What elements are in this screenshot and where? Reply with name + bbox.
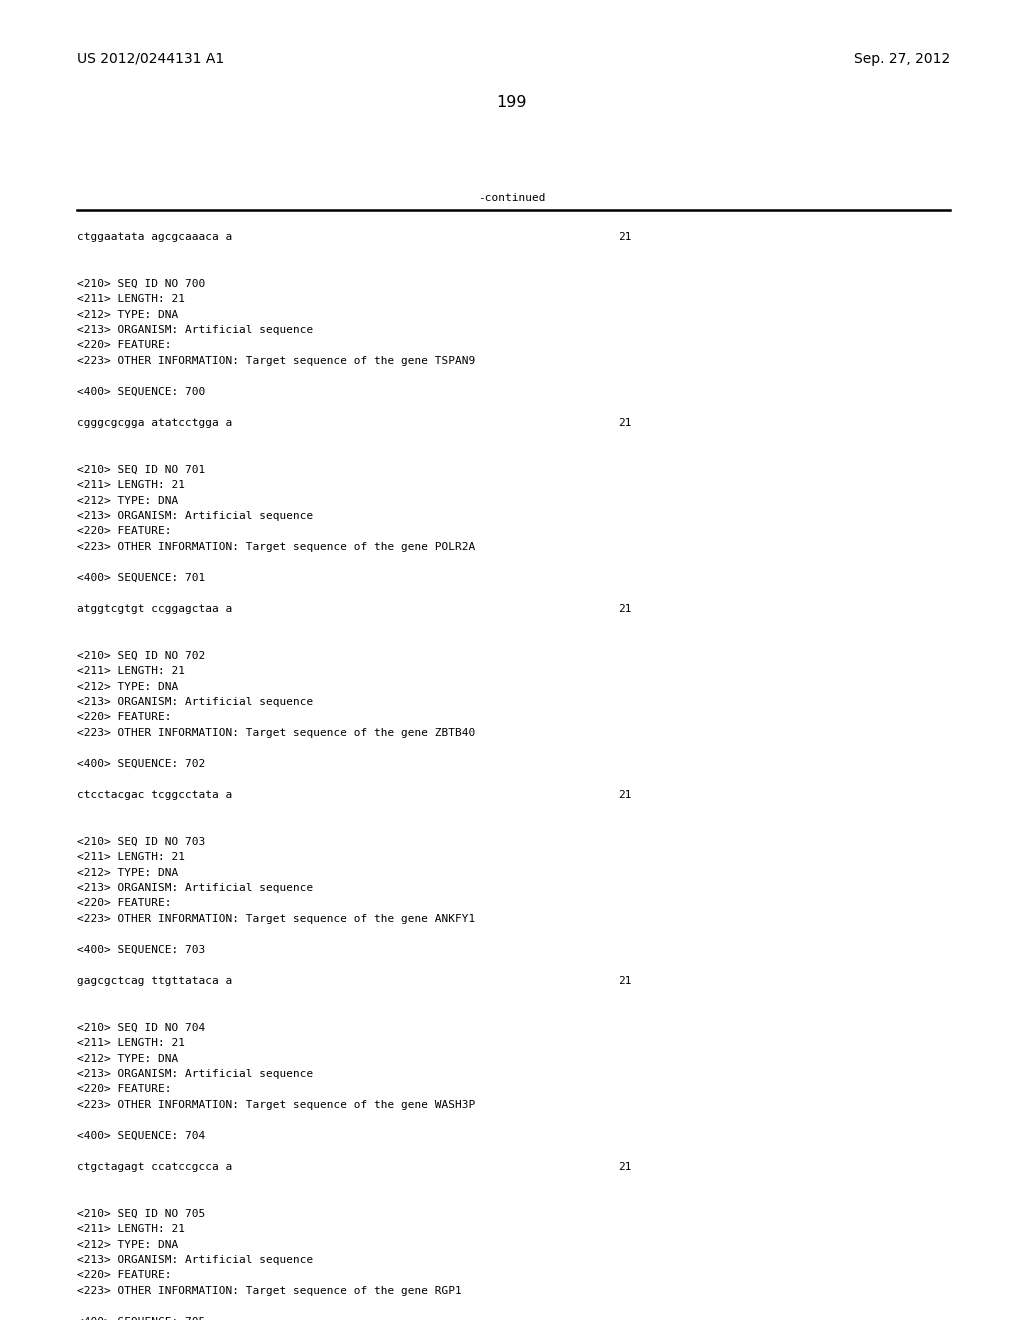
Text: <220> FEATURE:: <220> FEATURE: [77, 1085, 171, 1094]
Text: <211> LENGTH: 21: <211> LENGTH: 21 [77, 851, 185, 862]
Text: ctggaatata agcgcaaaca a: ctggaatata agcgcaaaca a [77, 232, 232, 242]
Text: <400> SEQUENCE: 703: <400> SEQUENCE: 703 [77, 945, 205, 954]
Text: <212> TYPE: DNA: <212> TYPE: DNA [77, 681, 178, 692]
Text: <210> SEQ ID NO 701: <210> SEQ ID NO 701 [77, 465, 205, 474]
Text: <220> FEATURE:: <220> FEATURE: [77, 713, 171, 722]
Text: <211> LENGTH: 21: <211> LENGTH: 21 [77, 667, 185, 676]
Text: Sep. 27, 2012: Sep. 27, 2012 [854, 51, 950, 66]
Text: <400> SEQUENCE: 702: <400> SEQUENCE: 702 [77, 759, 205, 770]
Text: 21: 21 [618, 605, 632, 614]
Text: <212> TYPE: DNA: <212> TYPE: DNA [77, 495, 178, 506]
Text: <213> ORGANISM: Artificial sequence: <213> ORGANISM: Artificial sequence [77, 325, 313, 335]
Text: <400> SEQUENCE: 700: <400> SEQUENCE: 700 [77, 387, 205, 397]
Text: ctcctacgac tcggcctata a: ctcctacgac tcggcctata a [77, 789, 232, 800]
Text: <210> SEQ ID NO 702: <210> SEQ ID NO 702 [77, 651, 205, 660]
Text: <210> SEQ ID NO 703: <210> SEQ ID NO 703 [77, 837, 205, 846]
Text: <213> ORGANISM: Artificial sequence: <213> ORGANISM: Artificial sequence [77, 883, 313, 894]
Text: <220> FEATURE:: <220> FEATURE: [77, 899, 171, 908]
Text: <400> SEQUENCE: 705: <400> SEQUENCE: 705 [77, 1317, 205, 1320]
Text: ctgctagagt ccatccgcca a: ctgctagagt ccatccgcca a [77, 1162, 232, 1172]
Text: <210> SEQ ID NO 704: <210> SEQ ID NO 704 [77, 1023, 205, 1032]
Text: <220> FEATURE:: <220> FEATURE: [77, 527, 171, 536]
Text: <223> OTHER INFORMATION: Target sequence of the gene ANKFY1: <223> OTHER INFORMATION: Target sequence… [77, 913, 475, 924]
Text: 21: 21 [618, 418, 632, 428]
Text: <210> SEQ ID NO 700: <210> SEQ ID NO 700 [77, 279, 205, 289]
Text: <213> ORGANISM: Artificial sequence: <213> ORGANISM: Artificial sequence [77, 697, 313, 708]
Text: US 2012/0244131 A1: US 2012/0244131 A1 [77, 51, 224, 66]
Text: <220> FEATURE:: <220> FEATURE: [77, 1270, 171, 1280]
Text: cgggcgcgga atatcctgga a: cgggcgcgga atatcctgga a [77, 418, 232, 428]
Text: 21: 21 [618, 1162, 632, 1172]
Text: <223> OTHER INFORMATION: Target sequence of the gene WASH3P: <223> OTHER INFORMATION: Target sequence… [77, 1100, 475, 1110]
Text: <223> OTHER INFORMATION: Target sequence of the gene POLR2A: <223> OTHER INFORMATION: Target sequence… [77, 543, 475, 552]
Text: <220> FEATURE:: <220> FEATURE: [77, 341, 171, 351]
Text: <400> SEQUENCE: 704: <400> SEQUENCE: 704 [77, 1131, 205, 1140]
Text: <223> OTHER INFORMATION: Target sequence of the gene TSPAN9: <223> OTHER INFORMATION: Target sequence… [77, 356, 475, 366]
Text: 199: 199 [497, 95, 527, 110]
Text: <213> ORGANISM: Artificial sequence: <213> ORGANISM: Artificial sequence [77, 511, 313, 521]
Text: <210> SEQ ID NO 705: <210> SEQ ID NO 705 [77, 1209, 205, 1218]
Text: 21: 21 [618, 975, 632, 986]
Text: -continued: -continued [478, 193, 546, 203]
Text: <211> LENGTH: 21: <211> LENGTH: 21 [77, 1038, 185, 1048]
Text: <213> ORGANISM: Artificial sequence: <213> ORGANISM: Artificial sequence [77, 1255, 313, 1265]
Text: <400> SEQUENCE: 701: <400> SEQUENCE: 701 [77, 573, 205, 583]
Text: <212> TYPE: DNA: <212> TYPE: DNA [77, 1239, 178, 1250]
Text: atggtcgtgt ccggagctaa a: atggtcgtgt ccggagctaa a [77, 605, 232, 614]
Text: <212> TYPE: DNA: <212> TYPE: DNA [77, 867, 178, 878]
Text: <212> TYPE: DNA: <212> TYPE: DNA [77, 309, 178, 319]
Text: <211> LENGTH: 21: <211> LENGTH: 21 [77, 1224, 185, 1234]
Text: <211> LENGTH: 21: <211> LENGTH: 21 [77, 480, 185, 490]
Text: gagcgctcag ttgttataca a: gagcgctcag ttgttataca a [77, 975, 232, 986]
Text: <211> LENGTH: 21: <211> LENGTH: 21 [77, 294, 185, 304]
Text: <213> ORGANISM: Artificial sequence: <213> ORGANISM: Artificial sequence [77, 1069, 313, 1078]
Text: 21: 21 [618, 789, 632, 800]
Text: <223> OTHER INFORMATION: Target sequence of the gene ZBTB40: <223> OTHER INFORMATION: Target sequence… [77, 729, 475, 738]
Text: <223> OTHER INFORMATION: Target sequence of the gene RGP1: <223> OTHER INFORMATION: Target sequence… [77, 1286, 462, 1296]
Text: 21: 21 [618, 232, 632, 242]
Text: <212> TYPE: DNA: <212> TYPE: DNA [77, 1053, 178, 1064]
